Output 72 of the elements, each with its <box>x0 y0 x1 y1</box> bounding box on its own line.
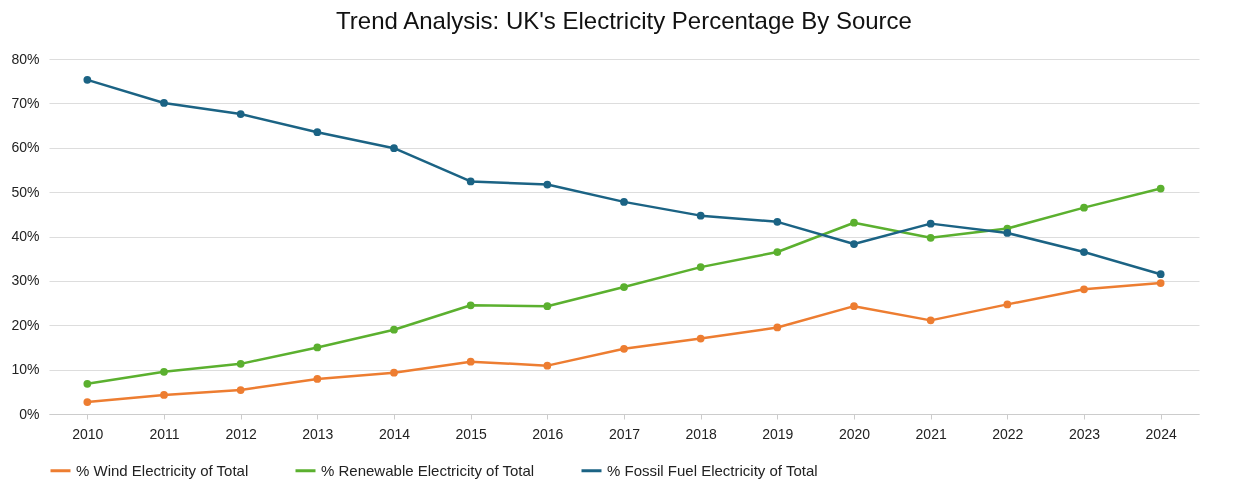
point <box>926 316 935 325</box>
y-tick-label: 10% <box>11 361 40 378</box>
legend-label: % Renewable Electricity of Total <box>321 461 535 479</box>
point <box>236 386 245 394</box>
x-tick-label: 2018 <box>685 425 717 442</box>
point <box>236 359 245 368</box>
x-tick-label: 2012 <box>225 425 257 442</box>
point <box>1156 279 1165 287</box>
x-tick-label: 2014 <box>378 425 411 442</box>
x-tick-label: 2019 <box>762 425 794 442</box>
point <box>1003 300 1012 309</box>
point <box>926 233 935 242</box>
x-tick-label: 2022 <box>992 425 1024 442</box>
x-tick-label: 2024 <box>1145 425 1177 442</box>
point <box>543 180 552 189</box>
point <box>160 391 168 399</box>
point <box>83 75 92 84</box>
y-tick-label: 20% <box>11 316 40 333</box>
point <box>773 248 782 256</box>
point <box>390 325 398 334</box>
point <box>390 368 398 377</box>
point <box>1156 184 1165 193</box>
y-tick-label: 80% <box>11 50 40 67</box>
chart-title: Trend Analysis: UK's Electricity Percentage By Source <box>336 7 912 34</box>
point <box>83 398 92 406</box>
point <box>1156 270 1165 279</box>
point <box>543 302 552 311</box>
point <box>620 344 628 353</box>
point <box>850 302 858 311</box>
y-tick-label: 40% <box>11 228 40 244</box>
point <box>926 219 935 228</box>
point <box>466 177 475 186</box>
point <box>620 283 628 291</box>
point <box>313 128 322 137</box>
legend-label: % Wind Electricity of Total <box>76 461 249 479</box>
point <box>313 375 322 383</box>
point <box>1003 229 1012 237</box>
point <box>1080 248 1088 256</box>
x-tick-label: 2017 <box>608 425 641 442</box>
point <box>160 99 168 107</box>
point <box>696 263 705 271</box>
x-tick-label: 2021 <box>915 425 947 442</box>
y-tick-label: 50% <box>11 183 40 200</box>
x-tick-label: 2010 <box>72 425 104 442</box>
legend-label: % Fossil Fuel Electricity of Total <box>607 461 818 479</box>
point <box>850 218 858 227</box>
point <box>466 357 475 366</box>
x-tick-label: 2016 <box>532 425 564 442</box>
y-tick-label: 70% <box>11 94 40 111</box>
point <box>696 334 705 343</box>
point <box>466 301 475 310</box>
point <box>773 323 782 332</box>
point <box>620 198 628 206</box>
point <box>543 361 552 370</box>
x-tick-label: 2013 <box>302 425 334 442</box>
point <box>83 379 92 388</box>
point <box>1080 285 1088 294</box>
point <box>773 217 782 226</box>
point <box>850 240 858 248</box>
y-tick-label: 60% <box>11 139 40 156</box>
point <box>390 144 398 153</box>
point <box>160 367 168 376</box>
x-tick-label: 2023 <box>1068 425 1101 442</box>
point <box>236 110 245 118</box>
y-tick-label: 0% <box>19 405 40 422</box>
x-tick-label: 2020 <box>838 425 871 442</box>
x-tick-label: 2015 <box>455 425 487 442</box>
x-tick-label: 2011 <box>149 425 180 442</box>
point <box>696 211 705 220</box>
point <box>1080 203 1088 212</box>
point <box>313 343 322 352</box>
y-tick-label: 30% <box>11 272 40 289</box>
